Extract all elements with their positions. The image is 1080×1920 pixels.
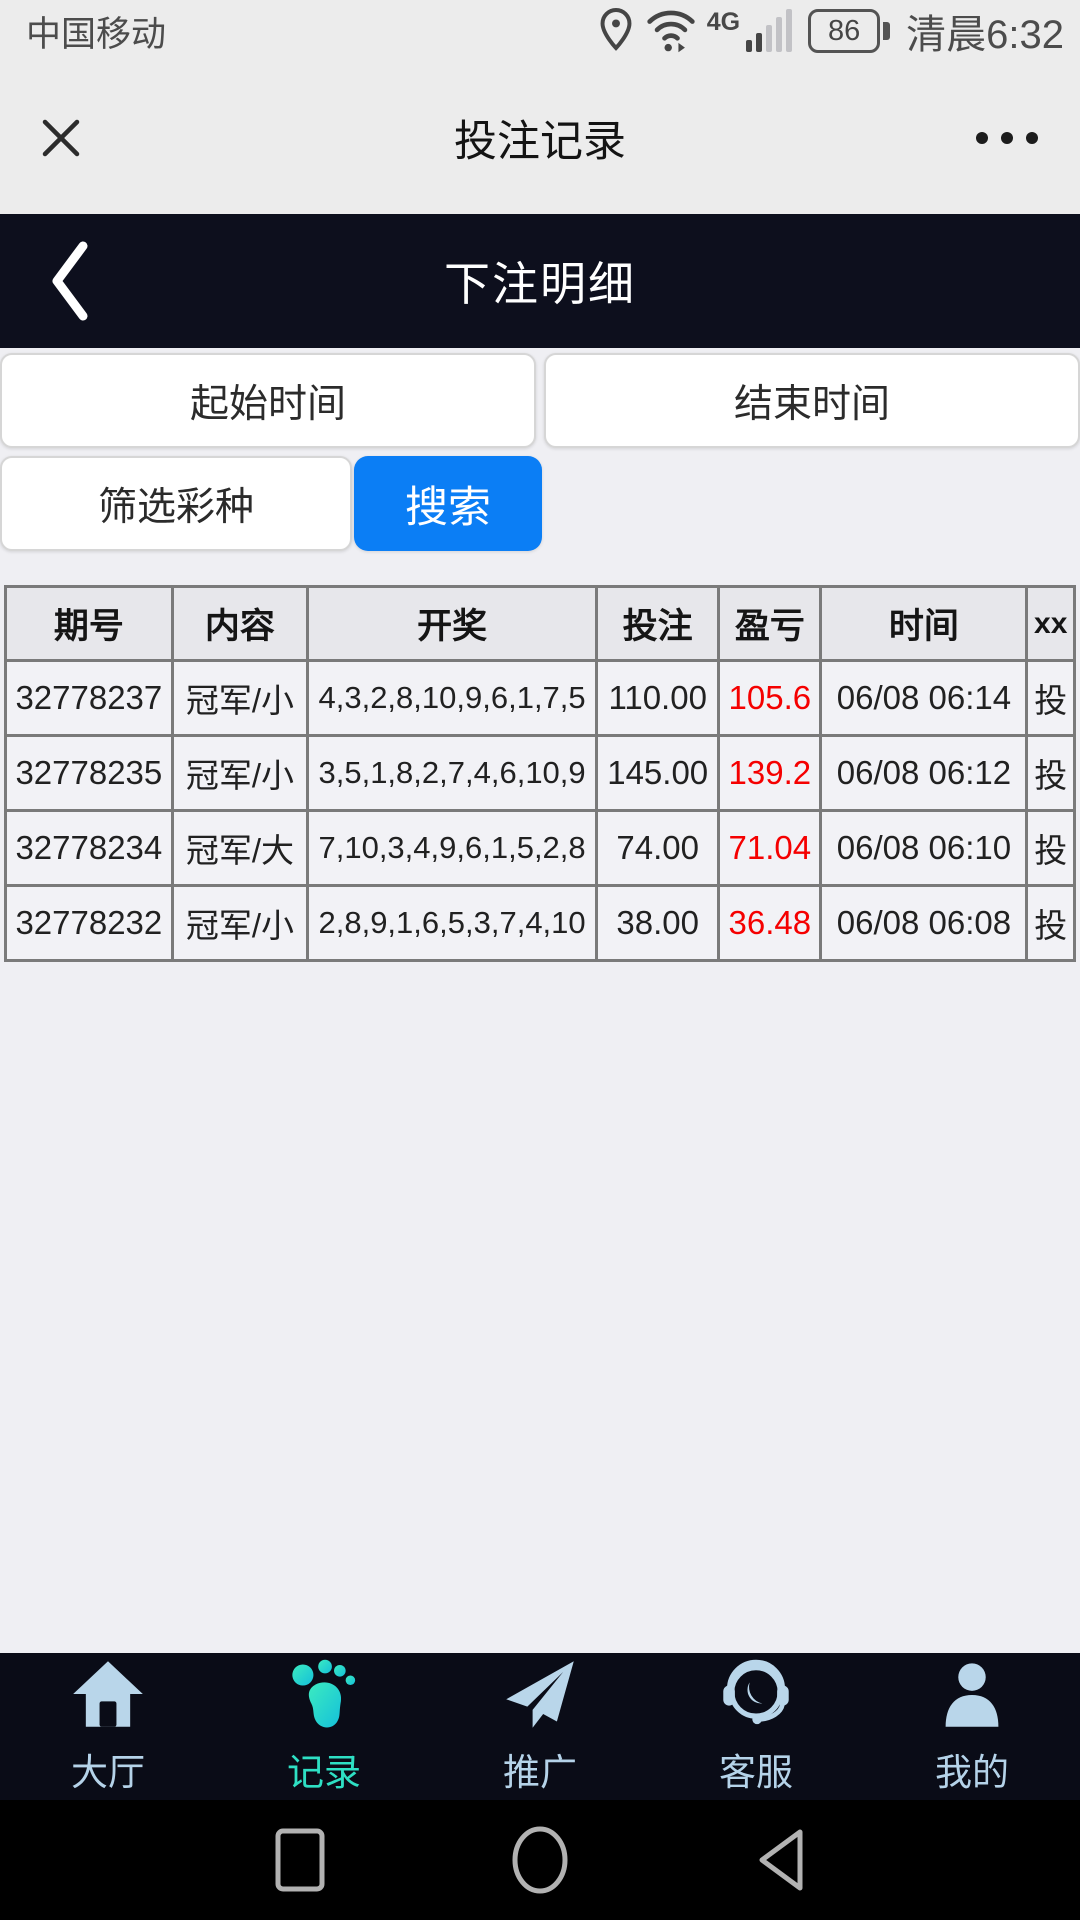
network-type-label: 4G — [706, 7, 741, 36]
header-content: 内容 — [170, 585, 310, 662]
table-header-row: 期号 内容 开奖 投注 盈亏 时间 xx — [4, 585, 1076, 662]
cell-issue: 32778235 — [4, 734, 174, 812]
cell-issue: 32778234 — [4, 809, 174, 887]
cell-action[interactable]: 投 — [1025, 884, 1076, 962]
status-time: 清晨6:32 — [906, 13, 1064, 57]
cell-content: 冠军/小 — [170, 884, 310, 962]
cell-content: 冠军/小 — [170, 734, 310, 812]
table-row: 32778232 冠军/小 2,8,9,1,6,5,3,7,4,10 38.00… — [4, 884, 1076, 962]
table-row: 32778237 冠军/小 4,3,2,8,10,9,6,1,7,5 110.0… — [4, 659, 1076, 737]
android-back-icon[interactable] — [755, 1827, 805, 1893]
nav-label: 推广 — [503, 1752, 577, 1793]
cell-draw: 4,3,2,8,10,9,6,1,7,5 — [306, 659, 599, 737]
location-icon — [597, 6, 635, 57]
cell-action[interactable]: 投 — [1025, 659, 1076, 737]
content-spacer — [0, 962, 1080, 1653]
header-action: xx — [1025, 585, 1076, 662]
header-time: 时间 — [819, 585, 1029, 662]
cell-profit: 36.48 — [717, 884, 823, 962]
cell-action[interactable]: 投 — [1025, 734, 1076, 812]
table-row: 32778234 冠军/大 7,10,3,4,9,6,1,5,2,8 74.00… — [4, 809, 1076, 887]
android-home-icon[interactable] — [511, 1826, 569, 1894]
header-profit: 盈亏 — [717, 585, 823, 662]
cell-bet: 110.00 — [595, 659, 721, 737]
start-time-button[interactable]: 起始时间 — [0, 353, 536, 448]
cell-bet: 145.00 — [595, 734, 721, 812]
cell-content: 冠军/大 — [170, 809, 310, 887]
nav-item-service[interactable]: 客服 — [648, 1657, 864, 1796]
cell-bet: 38.00 — [595, 884, 721, 962]
wifi-icon — [645, 5, 697, 58]
android-recent-icon[interactable] — [275, 1828, 325, 1892]
page-header: 下注明细 — [0, 214, 1080, 348]
end-time-button[interactable]: 结束时间 — [544, 353, 1080, 448]
cell-time: 06/08 06:08 — [819, 884, 1029, 962]
cell-time: 06/08 06:14 — [819, 659, 1029, 737]
footprint-icon — [286, 1657, 362, 1736]
cell-draw: 7,10,3,4,9,6,1,5,2,8 — [306, 809, 599, 887]
page-title: 下注明细 — [444, 258, 636, 310]
carrier-label: 中国移动 — [26, 14, 167, 54]
nav-item-promotion[interactable]: 推广 — [432, 1657, 648, 1796]
table-row: 32778235 冠军/小 3,5,1,8,2,7,4,6,10,9 145.0… — [4, 734, 1076, 812]
cell-profit: 105.6 — [717, 659, 823, 737]
status-icons: 4G 86 清晨6:32 — [597, 2, 1064, 60]
cell-action[interactable]: 投 — [1025, 809, 1076, 887]
status-bar: 中国移动 4G — [0, 0, 1080, 62]
app-header: 投注记录 — [0, 62, 1080, 214]
more-menu-icon[interactable] — [974, 130, 1040, 146]
header-issue: 期号 — [4, 585, 174, 662]
paper-plane-icon — [502, 1657, 578, 1736]
cell-draw: 2,8,9,1,6,5,3,7,4,10 — [306, 884, 599, 962]
back-icon[interactable] — [48, 239, 90, 323]
bet-records-table: 期号 内容 开奖 投注 盈亏 时间 xx 32778237 冠军/小 4,3,2… — [4, 585, 1076, 962]
lottery-type-button[interactable]: 筛选彩种 — [0, 456, 352, 551]
header-draw: 开奖 — [306, 585, 599, 662]
nav-label: 记录 — [287, 1752, 361, 1793]
cell-content: 冠军/小 — [170, 659, 310, 737]
nav-label: 客服 — [719, 1752, 793, 1793]
nav-item-hall[interactable]: 大厅 — [0, 1657, 216, 1796]
signal-bars-icon — [746, 6, 798, 57]
cell-issue: 32778232 — [4, 884, 174, 962]
cell-time: 06/08 06:12 — [819, 734, 1029, 812]
cell-profit: 71.04 — [717, 809, 823, 887]
close-icon[interactable] — [38, 115, 84, 161]
cell-profit: 139.2 — [717, 734, 823, 812]
cell-draw: 3,5,1,8,2,7,4,6,10,9 — [306, 734, 599, 812]
battery-icon: 86 — [808, 9, 891, 53]
bottom-nav: 大厅 记录 推广 — [0, 1653, 1080, 1800]
android-nav-bar — [0, 1800, 1080, 1920]
nav-label: 大厅 — [71, 1752, 145, 1793]
home-icon — [70, 1657, 146, 1736]
filter-section: 起始时间 结束时间 筛选彩种 搜索 — [0, 348, 1080, 551]
cell-bet: 74.00 — [595, 809, 721, 887]
person-icon — [934, 1657, 1010, 1736]
header-bet: 投注 — [595, 585, 721, 662]
nav-item-records[interactable]: 记录 — [216, 1657, 432, 1796]
app-title: 投注记录 — [454, 118, 626, 166]
nav-label: 我的 — [935, 1752, 1009, 1793]
headset-icon — [718, 1657, 794, 1736]
nav-item-mine[interactable]: 我的 — [864, 1657, 1080, 1796]
search-button[interactable]: 搜索 — [354, 456, 542, 551]
cell-time: 06/08 06:10 — [819, 809, 1029, 887]
battery-nub — [883, 22, 891, 40]
battery-level: 86 — [808, 9, 881, 53]
cell-issue: 32778237 — [4, 659, 174, 737]
